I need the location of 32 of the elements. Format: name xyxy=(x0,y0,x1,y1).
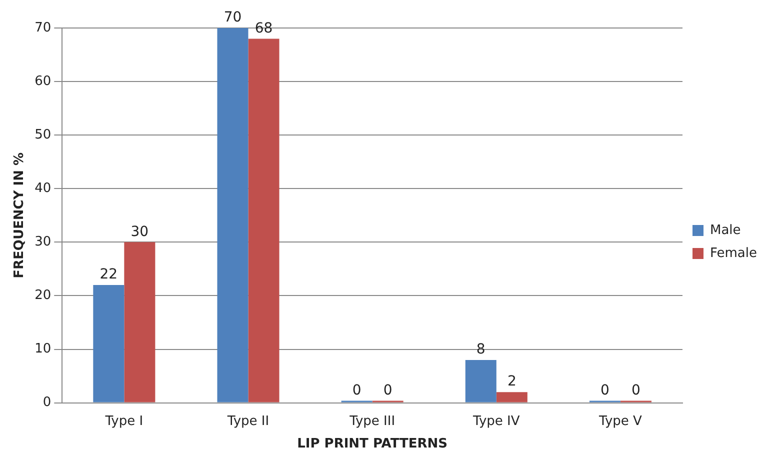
x-tick-label: Type III xyxy=(348,414,396,429)
data-label: 0 xyxy=(632,382,640,398)
bar xyxy=(465,360,496,402)
bar xyxy=(248,38,280,402)
y-tick-label: 50 xyxy=(34,127,52,142)
legend-label: Male xyxy=(710,222,741,238)
data-label: 0 xyxy=(352,382,362,398)
y-tick-label: 70 xyxy=(34,20,52,36)
bar xyxy=(93,285,124,402)
x-tick-label: Type IV xyxy=(472,414,520,429)
y-tick-label: 10 xyxy=(34,342,52,357)
data-label: 22 xyxy=(100,266,118,283)
x-tick-label: Type V xyxy=(598,414,642,429)
x-tick-label: Type I xyxy=(104,414,144,429)
y-tick-label: 30 xyxy=(34,234,52,250)
bar xyxy=(124,242,156,402)
data-label: 0 xyxy=(600,382,610,398)
data-label: 30 xyxy=(130,224,149,240)
legend-label: Female xyxy=(710,246,758,261)
data-label: 8 xyxy=(476,342,486,358)
x-axis-title: LIP PRINT PATTERNS xyxy=(297,436,448,452)
y-tick-label: 20 xyxy=(34,288,52,304)
y-tick-label: 60 xyxy=(34,74,52,89)
x-tick-label: Type II xyxy=(226,414,270,429)
y-tick-label: 0 xyxy=(42,395,52,410)
bar xyxy=(217,28,248,402)
data-label: 2 xyxy=(507,374,516,390)
data-label: 70 xyxy=(224,10,242,26)
y-axis-title: FREQUENCY IN % xyxy=(12,152,28,278)
data-label: 0 xyxy=(383,382,392,398)
data-label: 68 xyxy=(254,20,273,36)
y-tick-label: 40 xyxy=(34,181,52,196)
